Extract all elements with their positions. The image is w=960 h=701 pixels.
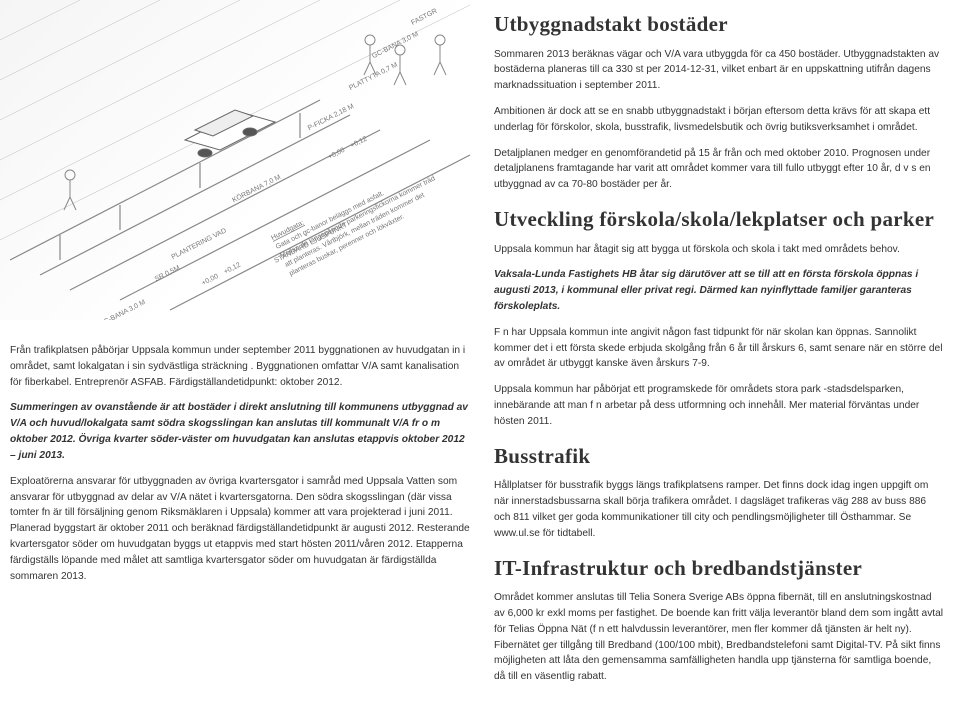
right-para-7: Uppsala kommun har påbörjat ett programs… [494,382,944,429]
right-para-6: F n har Uppsala kommun inte angivit någo… [494,325,944,372]
right-para-9: Området kommer anslutas till Telia Soner… [494,590,944,685]
heading-busstrafik: Busstrafik [494,440,944,473]
left-para-1: Från trafikplatsen påbörjar Uppsala komm… [10,343,470,390]
left-column: Från trafikplatsen påbörjar Uppsala komm… [10,8,470,695]
right-para-8: Hållplatser för busstrafik byggs längs t… [494,478,944,541]
right-para-5-emphasis: Vaksala-Lunda Fastighets HB åtar sig där… [494,267,944,314]
heading-utveckling: Utveckling förskola/skola/lekplatser och… [494,203,944,236]
right-para-4: Uppsala kommun har åtagit sig att bygga … [494,242,944,258]
right-para-2: Ambitionen är dock att se en snabb utbyg… [494,104,944,136]
page-columns: Från trafikplatsen påbörjar Uppsala komm… [0,8,960,695]
left-para-3: Exploatörerna ansvarar för utbyggnaden a… [10,474,470,585]
heading-it-infrastruktur: IT-Infrastruktur och bredbandstjänster [494,552,944,585]
right-column: Utbyggnadstakt bostäder Sommaren 2013 be… [494,8,944,695]
left-para-2-summary: Summeringen av ovanstående är att bostäd… [10,400,470,463]
right-para-1: Sommaren 2013 beräknas vägar och V/A var… [494,47,944,94]
heading-utbyggnadstakt: Utbyggnadstakt bostäder [494,8,944,41]
right-para-3: Detaljplanen medger en genomförandetid p… [494,146,944,193]
